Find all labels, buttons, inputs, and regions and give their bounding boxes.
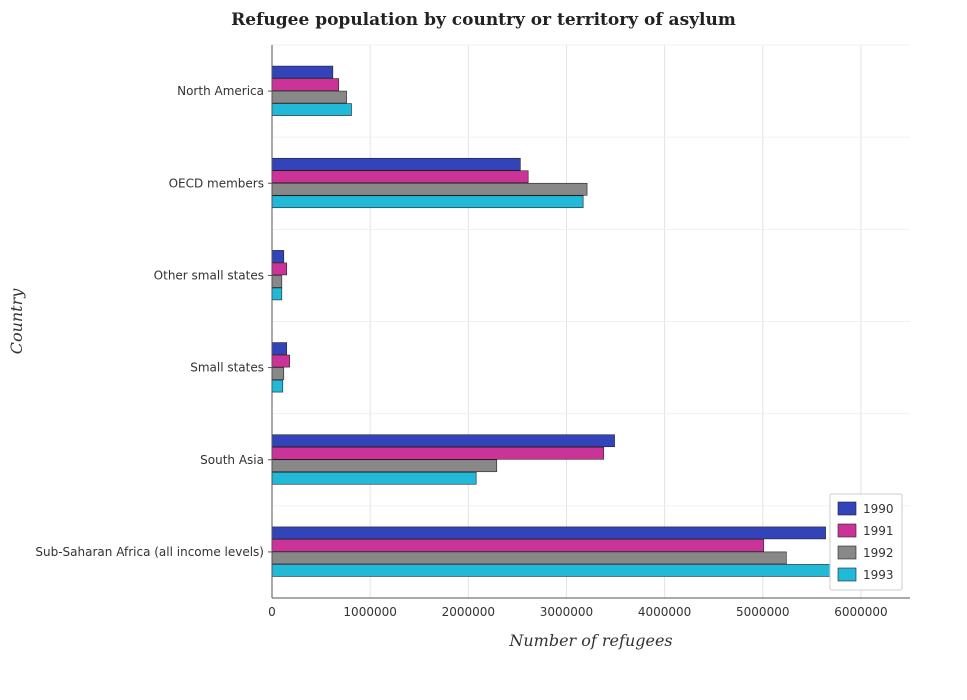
bar-1992 — [271, 182, 588, 196]
legend-swatch — [837, 523, 857, 538]
bar-1991 — [271, 446, 605, 460]
x-tick-label: 3000000 — [540, 605, 593, 619]
y-axis-label: Country — [7, 288, 26, 355]
gridlines — [271, 44, 910, 599]
x-axis-label: Number of refugees — [508, 631, 672, 650]
bar-1990 — [271, 526, 826, 540]
x-tick-label: 1000000 — [343, 605, 396, 619]
x-tick-label: 2000000 — [442, 605, 495, 619]
y-tick-label: Sub-Saharan Africa (all income levels) — [35, 545, 264, 559]
bar-1993 — [271, 379, 284, 393]
x-tick-label: 0 — [268, 605, 276, 619]
legend-label: 1991 — [863, 524, 894, 538]
x-tick-label: 5000000 — [736, 605, 789, 619]
legend-label: 1992 — [863, 546, 894, 560]
bar-1990 — [271, 65, 334, 79]
bar-1990 — [271, 250, 285, 263]
bar-1990 — [271, 434, 615, 448]
legend: 1990 1991 1992 1993 — [829, 493, 903, 591]
y-tick-label: Small states — [190, 361, 264, 375]
bar-1993 — [271, 195, 584, 209]
legend-swatch — [837, 501, 857, 516]
axes: 0 1000000 2000000 3000000 4000000 5000000 6000… — [35, 45, 910, 619]
legend-swatch — [837, 545, 857, 560]
legend-label: 1993 — [863, 568, 894, 582]
bars — [271, 65, 877, 577]
y-tick-label: North America — [177, 84, 264, 98]
chart-title: Refugee population by country or territo… — [231, 10, 736, 30]
bar-1991 — [271, 78, 340, 91]
bar-1992 — [271, 459, 498, 473]
bar-1991 — [271, 539, 765, 552]
y-tick-label: Other small states — [154, 268, 264, 282]
x-tick-label: 6000000 — [834, 605, 887, 619]
bar-1991 — [271, 354, 290, 368]
bar-1993 — [271, 564, 877, 577]
legend-swatch — [837, 567, 857, 582]
bar-1990 — [271, 342, 288, 355]
bar-1993 — [271, 471, 477, 485]
y-tick-label: South Asia — [200, 453, 264, 467]
bar-1992 — [271, 90, 347, 104]
bar-1993 — [271, 287, 283, 301]
bar-1990 — [271, 157, 521, 171]
bar-1991 — [271, 262, 288, 276]
bar-1992 — [271, 551, 787, 565]
y-tick-label: OECD members — [169, 176, 264, 190]
x-tick-label: 4000000 — [638, 605, 691, 619]
bar-1993 — [271, 103, 352, 116]
legend-label: 1990 — [863, 502, 894, 516]
bar-1991 — [271, 170, 529, 184]
legend-box — [829, 493, 903, 591]
bar-1992 — [271, 275, 283, 288]
bar-1992 — [271, 367, 285, 380]
